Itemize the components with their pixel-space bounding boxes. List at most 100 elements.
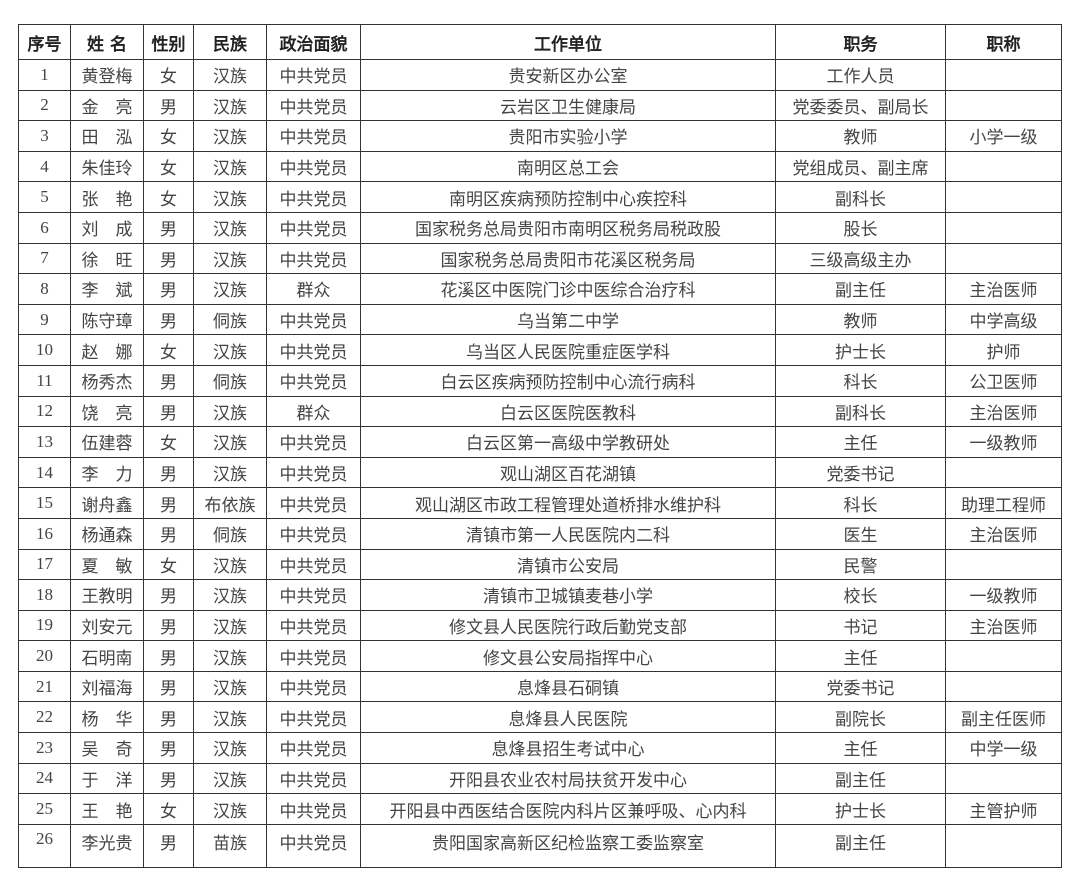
cell-index: 11	[18, 364, 71, 397]
cell-name: 金 亮	[70, 89, 144, 122]
cell-ethnicity: 汉族	[193, 181, 267, 213]
cell-gender: 男	[143, 364, 194, 397]
cell-position: 主任	[775, 732, 946, 764]
cell-name: 陈守璋	[70, 303, 144, 336]
cell-political-status: 中共党员	[266, 456, 361, 489]
cell-title	[945, 670, 1062, 703]
cell-index: 7	[18, 242, 71, 275]
cell-title	[945, 548, 1062, 581]
cell-political-status: 群众	[266, 395, 361, 428]
cell-political-status: 中共党员	[266, 548, 361, 581]
cell-title	[945, 89, 1062, 122]
cell-index: 13	[18, 426, 71, 458]
cell-index: 4	[18, 150, 71, 183]
cell-political-status: 中共党员	[266, 579, 361, 611]
header-col-title: 职称	[945, 24, 1062, 60]
table-row: 19 刘安元男汉族 中共党员 修文县人民医院行政后勤党支部 书记 主治医师	[18, 609, 1062, 642]
cell-gender: 男	[143, 579, 194, 611]
cell-political-status: 中共党员	[266, 701, 361, 734]
cell-political-status: 中共党员	[266, 89, 361, 122]
table-row: 13 伍建蓉女汉族 中共党员 白云区第一高级中学教研处 主任 一级教师	[18, 426, 1062, 458]
table-row: 18 王教明男汉族 中共党员 清镇市卫城镇麦巷小学 校长 一级教师	[18, 579, 1062, 611]
cell-position: 副主任	[775, 823, 946, 868]
cell-ethnicity: 布依族	[193, 487, 267, 519]
cell-position: 党组成员、副主席	[775, 150, 946, 183]
table-row: 21 刘福海男汉族 中共党员 息烽县石硐镇 党委书记	[18, 670, 1062, 703]
cell-gender: 男	[143, 670, 194, 703]
cell-position: 校长	[775, 579, 946, 611]
cell-work-unit: 南明区疾病预防控制中心疾控科	[360, 181, 776, 213]
cell-ethnicity: 汉族	[193, 579, 267, 611]
cell-work-unit: 观山湖区百花湖镇	[360, 456, 776, 489]
cell-title	[945, 242, 1062, 275]
cell-gender: 男	[143, 640, 194, 672]
cell-index: 22	[18, 701, 71, 734]
cell-ethnicity: 汉族	[193, 242, 267, 275]
cell-work-unit: 修文县公安局指挥中心	[360, 640, 776, 672]
header-col-political-status: 政治面貌	[266, 24, 361, 60]
table-row: 14 李 力男汉族 中共党员 观山湖区百花湖镇 党委书记	[18, 456, 1062, 489]
cell-position: 科长	[775, 487, 946, 519]
cell-title: 主治医师	[945, 395, 1062, 428]
cell-work-unit: 息烽县石硐镇	[360, 670, 776, 703]
cell-political-status: 中共党员	[266, 732, 361, 764]
cell-name: 李 斌	[70, 273, 144, 305]
cell-political-status: 中共党员	[266, 609, 361, 642]
cell-index: 2	[18, 89, 71, 122]
cell-ethnicity: 汉族	[193, 426, 267, 458]
cell-gender: 男	[143, 211, 194, 244]
cell-gender: 女	[143, 426, 194, 458]
cell-name: 于 洋	[70, 762, 144, 795]
cell-gender: 男	[143, 701, 194, 734]
cell-name: 刘福海	[70, 670, 144, 703]
cell-gender: 女	[143, 548, 194, 581]
cell-position: 党委书记	[775, 670, 946, 703]
cell-title: 主管护师	[945, 793, 1062, 825]
cell-work-unit: 息烽县招生考试中心	[360, 732, 776, 764]
cell-ethnicity: 汉族	[193, 456, 267, 489]
table-row: 17 夏 敏女汉族 中共党员 清镇市公安局 民警	[18, 548, 1062, 581]
header-col-ethnicity: 民族	[193, 24, 267, 60]
cell-political-status: 中共党员	[266, 334, 361, 366]
cell-title	[945, 211, 1062, 244]
cell-work-unit: 清镇市公安局	[360, 548, 776, 581]
cell-name: 李光贵	[70, 823, 144, 868]
cell-gender: 男	[143, 732, 194, 764]
table-row: 10 赵 娜女汉族 中共党员 乌当区人民医院重症医学科 护士长 护师	[18, 334, 1062, 366]
cell-title: 主治医师	[945, 273, 1062, 305]
cell-name: 田 泓	[70, 120, 144, 152]
cell-work-unit: 开阳县农业农村局扶贫开发中心	[360, 762, 776, 795]
table-row: 24 于 洋男汉族 中共党员 开阳县农业农村局扶贫开发中心 副主任	[18, 762, 1062, 795]
cell-gender: 男	[143, 823, 194, 868]
cell-index: 10	[18, 334, 71, 366]
cell-position: 护士长	[775, 793, 946, 825]
cell-name: 王教明	[70, 579, 144, 611]
cell-position: 护士长	[775, 334, 946, 366]
cell-ethnicity: 侗族	[193, 364, 267, 397]
cell-position: 三级高级主办	[775, 242, 946, 275]
cell-ethnicity: 汉族	[193, 150, 267, 183]
table-row: 22 杨 华男汉族 中共党员 息烽县人民医院 副院长 副主任医师	[18, 701, 1062, 734]
cell-index: 9	[18, 303, 71, 336]
header-col-position: 职务	[775, 24, 946, 60]
cell-ethnicity: 汉族	[193, 273, 267, 305]
cell-position: 工作人员	[775, 59, 946, 91]
table-row: 4 朱佳玲女汉族 中共党员 南明区总工会 党组成员、副主席	[18, 150, 1062, 183]
cell-title: 一级教师	[945, 579, 1062, 611]
cell-name: 徐 旺	[70, 242, 144, 275]
cell-work-unit: 白云区第一高级中学教研处	[360, 426, 776, 458]
table-row: 16 杨通森男侗族 中共党员 清镇市第一人民医院内二科 医生 主治医师	[18, 517, 1062, 550]
cell-gender: 男	[143, 242, 194, 275]
cell-title	[945, 150, 1062, 183]
cell-position: 主任	[775, 640, 946, 672]
cell-index: 1	[18, 59, 71, 91]
cell-index: 6	[18, 211, 71, 244]
cell-title	[945, 181, 1062, 213]
cell-position: 党委委员、副局长	[775, 89, 946, 122]
cell-index: 25	[18, 793, 71, 825]
cell-work-unit: 观山湖区市政工程管理处道桥排水维护科	[360, 487, 776, 519]
cell-gender: 男	[143, 303, 194, 336]
cell-index: 12	[18, 395, 71, 428]
